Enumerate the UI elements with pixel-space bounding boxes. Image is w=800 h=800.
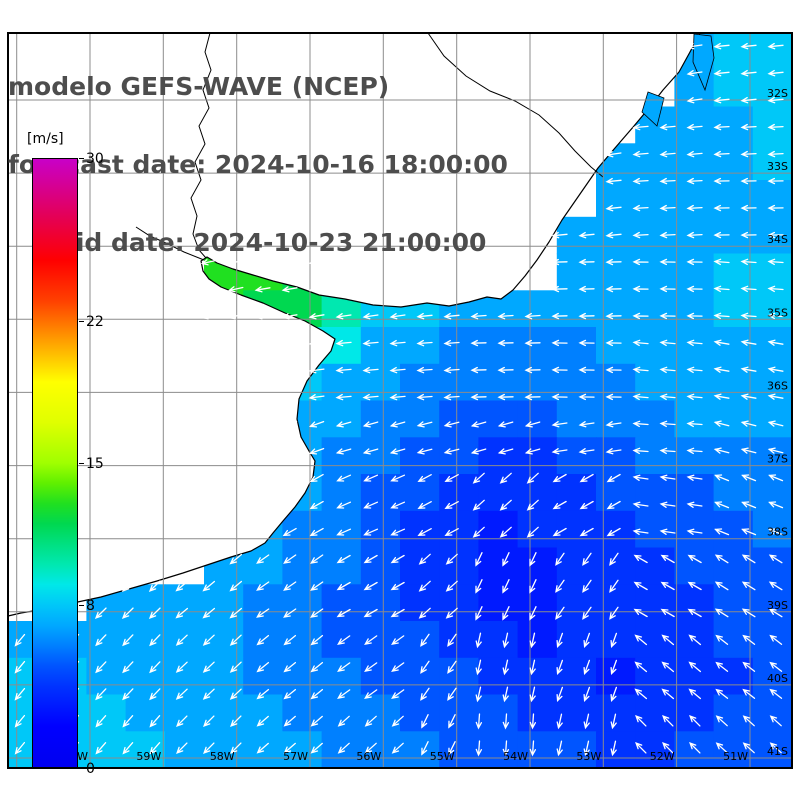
colorbar-tick-label-22: 22 xyxy=(86,314,104,330)
lat-label: 33S xyxy=(767,160,788,173)
lat-label: 36S xyxy=(767,379,788,392)
colorbar-tick-mark xyxy=(79,767,84,768)
lon-label: 55W xyxy=(430,750,455,763)
lat-label: 40S xyxy=(767,672,788,685)
colorbar-tick-label-8: 8 xyxy=(86,598,95,614)
lon-label: 56W xyxy=(356,750,381,763)
colorbar-tick-label-30: 30 xyxy=(86,151,104,167)
colorbar-unit-label: [m/s] xyxy=(27,131,64,147)
lon-label: 59W xyxy=(136,750,161,763)
lon-label: 57W xyxy=(283,750,308,763)
lat-label: 38S xyxy=(767,526,788,539)
lon-label: 51W xyxy=(723,750,748,763)
lat-label: 32S xyxy=(767,87,788,100)
colorbar-gradient xyxy=(32,158,78,768)
wind-direction-arrows xyxy=(14,42,784,757)
lon-label: 53W xyxy=(576,750,601,763)
longitude-labels: 60W59W58W57W56W55W54W53W52W51W xyxy=(63,750,748,763)
lat-label: 35S xyxy=(767,306,788,319)
lon-label: 54W xyxy=(503,750,528,763)
colorbar-tick-mark xyxy=(79,463,84,464)
latitude-labels: 32S 33S 34S 35S 36S 37S 38S 39S 40S 41S xyxy=(767,87,788,758)
rivers-and-borders xyxy=(135,32,604,261)
lon-label: 52W xyxy=(650,750,675,763)
colorbar-tick-label-15: 15 xyxy=(86,456,104,472)
lat-label: 37S xyxy=(767,453,788,466)
lon-label: 58W xyxy=(210,750,235,763)
map-border xyxy=(7,32,793,769)
land-coastline xyxy=(7,32,701,617)
colorbar-tick-label-0: 0 xyxy=(86,761,95,777)
lat-label: 34S xyxy=(767,233,788,246)
colorbar-tick-mark xyxy=(79,158,84,159)
colorbar-tick-mark xyxy=(79,605,84,606)
colorbar: [m/s] 30 22 15 8 0 xyxy=(27,131,142,777)
colorbar-tick-mark xyxy=(79,321,84,322)
wind-speed-field xyxy=(8,33,793,769)
model-title: modelo GEFS-WAVE (NCEP) xyxy=(8,72,390,101)
lat-label: 41S xyxy=(767,745,788,758)
lat-label: 39S xyxy=(767,599,788,612)
